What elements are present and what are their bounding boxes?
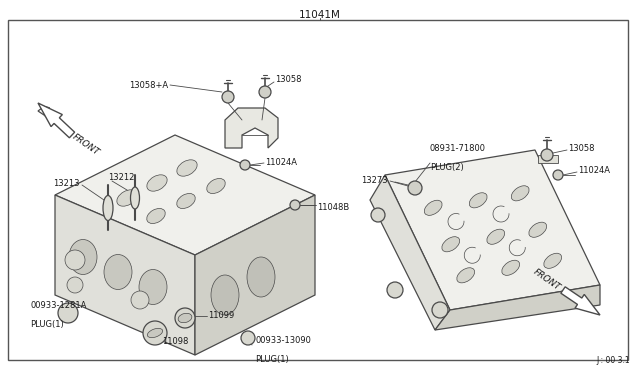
Text: 00933-13090: 00933-13090 xyxy=(255,336,311,345)
Ellipse shape xyxy=(529,222,547,237)
Ellipse shape xyxy=(469,193,487,208)
Ellipse shape xyxy=(424,200,442,215)
Ellipse shape xyxy=(211,275,239,315)
Circle shape xyxy=(131,291,149,309)
Circle shape xyxy=(241,331,255,345)
Ellipse shape xyxy=(147,328,163,338)
Circle shape xyxy=(175,308,195,328)
Polygon shape xyxy=(55,195,195,355)
Text: 13058+A: 13058+A xyxy=(129,80,168,90)
Text: 08931-71800: 08931-71800 xyxy=(430,144,486,153)
Polygon shape xyxy=(385,150,600,310)
Text: 13058: 13058 xyxy=(568,144,595,153)
Text: J : 00 3.1: J : 00 3.1 xyxy=(596,356,630,365)
Ellipse shape xyxy=(139,269,167,305)
Polygon shape xyxy=(538,155,558,163)
Text: 13213: 13213 xyxy=(54,179,80,187)
Ellipse shape xyxy=(177,193,195,209)
Circle shape xyxy=(240,160,250,170)
Ellipse shape xyxy=(457,268,475,283)
Text: 11041M: 11041M xyxy=(299,10,341,20)
Circle shape xyxy=(432,302,448,318)
Text: 13212: 13212 xyxy=(108,173,134,182)
Text: 11099: 11099 xyxy=(208,311,234,321)
Polygon shape xyxy=(435,285,600,330)
Text: 11098: 11098 xyxy=(162,337,188,346)
Circle shape xyxy=(58,303,78,323)
Ellipse shape xyxy=(178,313,192,323)
Circle shape xyxy=(65,250,85,270)
Polygon shape xyxy=(38,103,75,138)
Ellipse shape xyxy=(511,186,529,201)
Circle shape xyxy=(541,149,553,161)
Polygon shape xyxy=(225,108,278,148)
Ellipse shape xyxy=(103,196,113,221)
Polygon shape xyxy=(55,135,315,255)
Ellipse shape xyxy=(104,254,132,289)
Ellipse shape xyxy=(544,253,561,268)
Text: PLUG(1): PLUG(1) xyxy=(255,355,289,364)
Ellipse shape xyxy=(131,187,140,209)
Circle shape xyxy=(408,181,422,195)
Ellipse shape xyxy=(487,229,504,244)
Polygon shape xyxy=(561,287,600,315)
Circle shape xyxy=(387,282,403,298)
Text: FRONT: FRONT xyxy=(532,267,562,292)
Ellipse shape xyxy=(247,257,275,297)
Text: PLUG(1): PLUG(1) xyxy=(30,320,64,329)
Text: 11024A: 11024A xyxy=(265,157,297,167)
Ellipse shape xyxy=(177,160,197,176)
Ellipse shape xyxy=(147,175,167,191)
Ellipse shape xyxy=(147,208,165,224)
Text: 13058: 13058 xyxy=(275,74,301,83)
Text: PLUG(2): PLUG(2) xyxy=(430,163,464,172)
Circle shape xyxy=(67,277,83,293)
Text: 00933-1281A: 00933-1281A xyxy=(30,301,86,310)
Ellipse shape xyxy=(502,260,520,275)
Ellipse shape xyxy=(69,240,97,275)
Text: 11048B: 11048B xyxy=(317,202,349,212)
Text: FRONT: FRONT xyxy=(71,132,101,157)
Text: 11024A: 11024A xyxy=(578,166,610,174)
Ellipse shape xyxy=(117,190,137,206)
Circle shape xyxy=(371,208,385,222)
Circle shape xyxy=(222,91,234,103)
Ellipse shape xyxy=(207,179,225,193)
Ellipse shape xyxy=(442,237,460,252)
Circle shape xyxy=(259,86,271,98)
Text: 13273: 13273 xyxy=(362,176,388,185)
Circle shape xyxy=(553,170,563,180)
Polygon shape xyxy=(195,195,315,355)
Circle shape xyxy=(143,321,167,345)
Circle shape xyxy=(290,200,300,210)
Polygon shape xyxy=(38,108,73,132)
Polygon shape xyxy=(370,175,450,330)
